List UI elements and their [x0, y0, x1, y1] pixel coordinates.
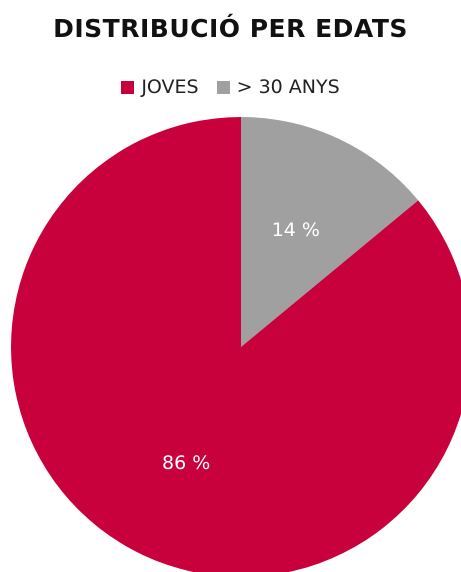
slice-label-joves: 86 % [162, 452, 210, 474]
legend-swatch-over-30 [216, 80, 230, 94]
legend-item-joves: JOVES [121, 76, 199, 98]
legend-label-over-30: > 30 ANYS [236, 76, 340, 98]
slice-joves [11, 117, 461, 572]
legend-label-joves: JOVES [141, 76, 199, 98]
chart-title: DISTRIBUCIÓ PER EDATS [53, 14, 408, 43]
legend-swatch-joves [121, 80, 135, 94]
chart-legend: JOVES > 30 ANYS [0, 76, 461, 98]
legend-item-over-30: > 30 ANYS [216, 76, 340, 98]
slice-over-30 [241, 117, 419, 347]
slice-label-over-30: 14 % [272, 219, 320, 241]
